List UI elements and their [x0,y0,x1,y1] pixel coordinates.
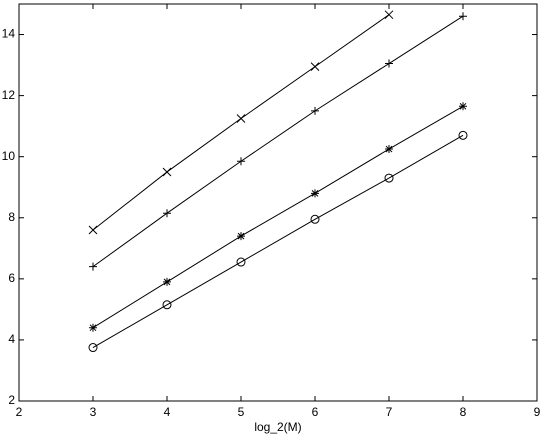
marker [385,145,393,154]
series-line [92,15,464,268]
marker [385,59,393,68]
marker [459,12,467,21]
marker [163,209,171,218]
y-tick-label: 6 [8,271,15,285]
marker [459,102,467,111]
marker [237,232,245,241]
series-line [92,105,464,329]
marker [162,167,172,177]
marker [310,62,320,71]
marker [311,106,319,115]
x-tick-label: 5 [238,405,245,419]
y-tick-label: 4 [8,332,15,346]
marker [89,262,97,271]
marker [88,225,98,235]
marker [310,214,320,224]
marker [236,257,246,267]
marker [458,130,468,140]
marker [162,300,172,310]
marker [88,343,98,353]
marker [89,323,97,332]
x-tick-label: 2 [16,405,23,419]
x-axis-label: log_2(M) [254,420,301,434]
x-tick-label: 9 [534,405,541,419]
x-tick-label: 7 [386,405,393,419]
y-tick-label: 12 [2,88,16,102]
marker [311,189,319,198]
marker [236,114,246,123]
x-tick-label: 8 [460,405,467,419]
y-tick-label: 2 [8,393,15,407]
x-tick-label: 4 [164,405,171,419]
y-tick-label: 10 [2,149,16,163]
y-tick-label: 14 [2,27,16,41]
series-line [92,134,464,348]
plot-frame [18,3,538,402]
marker [237,157,245,166]
marker [384,173,394,183]
x-tick-label: 3 [90,405,97,419]
y-tick-label: 8 [8,210,15,224]
marker [384,10,394,20]
marker [163,277,171,286]
x-tick-label: 6 [312,405,319,419]
